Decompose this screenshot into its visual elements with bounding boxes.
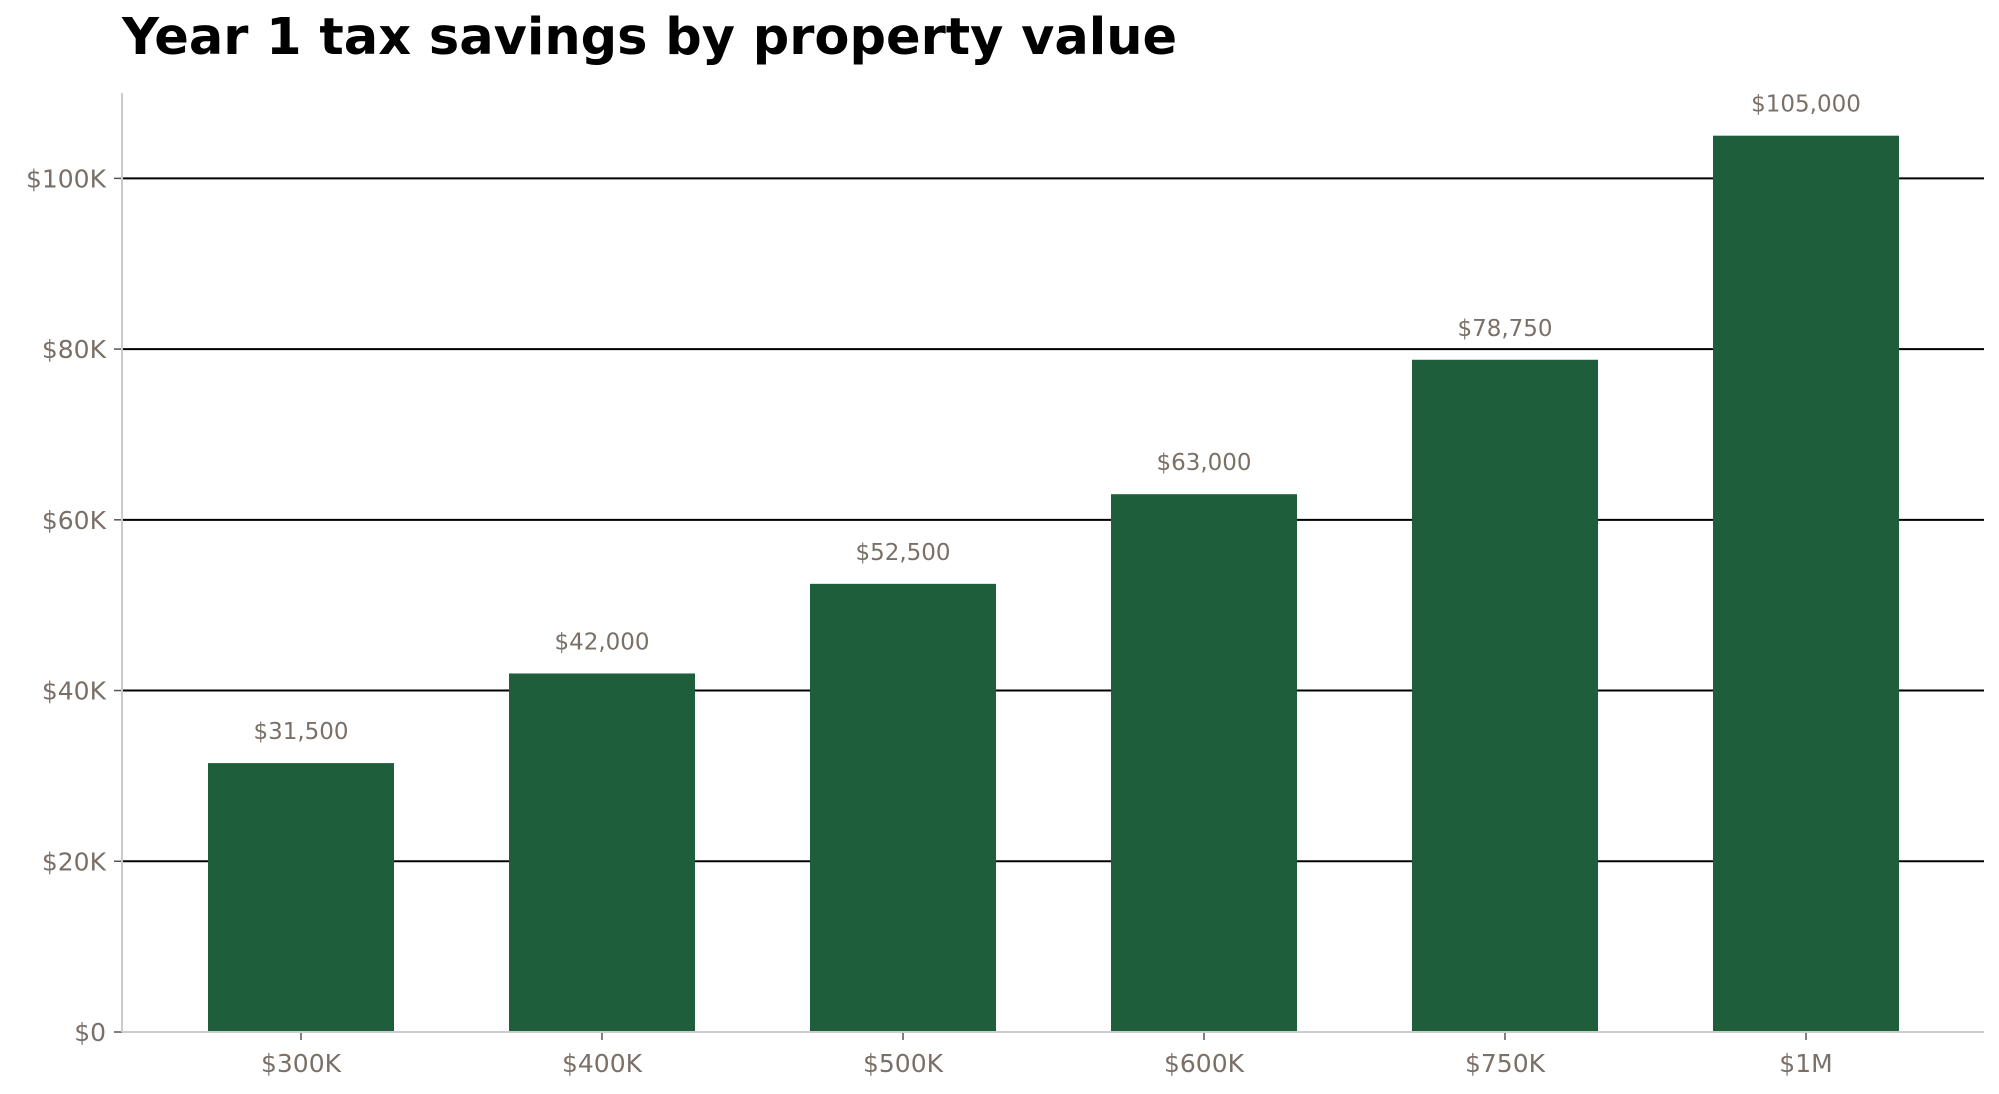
- bar: [810, 583, 996, 1032]
- bar-value-label: $42,000: [554, 629, 649, 655]
- bars: [208, 135, 1899, 1032]
- axes: $0 $20K $40K $60K $80K $100K $300K $400K $500K $6…: [26, 93, 1984, 1078]
- x-tick-label: $400K: [562, 1049, 643, 1078]
- x-tick-label: $300K: [261, 1049, 342, 1078]
- bar: [509, 673, 695, 1032]
- bar-value-label: $78,750: [1457, 316, 1552, 342]
- y-tick-label: $0: [74, 1018, 106, 1047]
- bar-value-label: $31,500: [253, 719, 348, 745]
- data-labels: $31,500 $42,000 $52,500 $63,000 $78,750 $105,…: [253, 92, 1860, 745]
- y-tick-label: $60K: [42, 506, 107, 535]
- bar: [208, 763, 394, 1032]
- x-tick-label: $1M: [1779, 1049, 1832, 1078]
- x-tick-label: $500K: [863, 1049, 944, 1078]
- chart-title: Year 1 tax savings by property value: [122, 8, 1178, 67]
- x-tick-label: $600K: [1164, 1049, 1245, 1078]
- bar: [1713, 135, 1899, 1032]
- y-tick-label: $100K: [26, 164, 107, 193]
- bar-value-label: $105,000: [1751, 92, 1861, 118]
- bar: [1111, 494, 1297, 1032]
- bar-value-label: $52,500: [855, 540, 950, 566]
- bar-value-label: $63,000: [1156, 450, 1251, 476]
- y-tick-label: $40K: [42, 677, 107, 706]
- x-tick-label: $750K: [1465, 1049, 1546, 1078]
- gridlines: [122, 177, 1984, 863]
- bar: [1412, 359, 1598, 1032]
- y-tick-label: $80K: [42, 335, 107, 364]
- y-tick-label: $20K: [42, 847, 107, 876]
